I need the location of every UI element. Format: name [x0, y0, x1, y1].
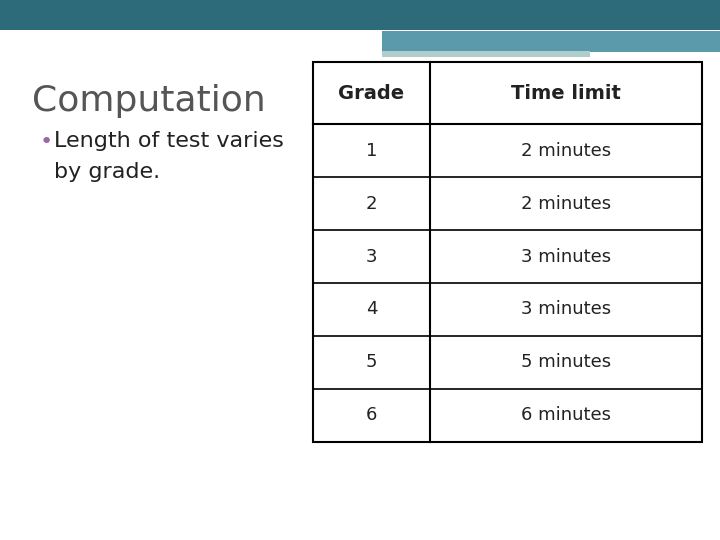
Text: 3 minutes: 3 minutes: [521, 247, 611, 266]
Text: 4: 4: [366, 300, 377, 319]
Text: 2 minutes: 2 minutes: [521, 194, 611, 213]
Text: Grade: Grade: [338, 84, 405, 103]
Text: Time limit: Time limit: [511, 84, 621, 103]
Text: 2: 2: [366, 194, 377, 213]
Text: 3 minutes: 3 minutes: [521, 300, 611, 319]
Text: Computation: Computation: [32, 84, 266, 118]
Text: 2 minutes: 2 minutes: [521, 141, 611, 160]
FancyBboxPatch shape: [313, 62, 702, 442]
Text: •: •: [40, 132, 53, 152]
FancyBboxPatch shape: [0, 0, 720, 30]
Text: 3: 3: [366, 247, 377, 266]
Text: 6: 6: [366, 406, 377, 424]
Text: 1: 1: [366, 141, 377, 160]
FancyBboxPatch shape: [382, 31, 720, 52]
Text: by grade.: by grade.: [54, 162, 160, 182]
Text: 6 minutes: 6 minutes: [521, 406, 611, 424]
FancyBboxPatch shape: [382, 51, 590, 57]
Text: 5 minutes: 5 minutes: [521, 353, 611, 372]
Text: 5: 5: [366, 353, 377, 372]
Text: Length of test varies: Length of test varies: [54, 131, 284, 151]
